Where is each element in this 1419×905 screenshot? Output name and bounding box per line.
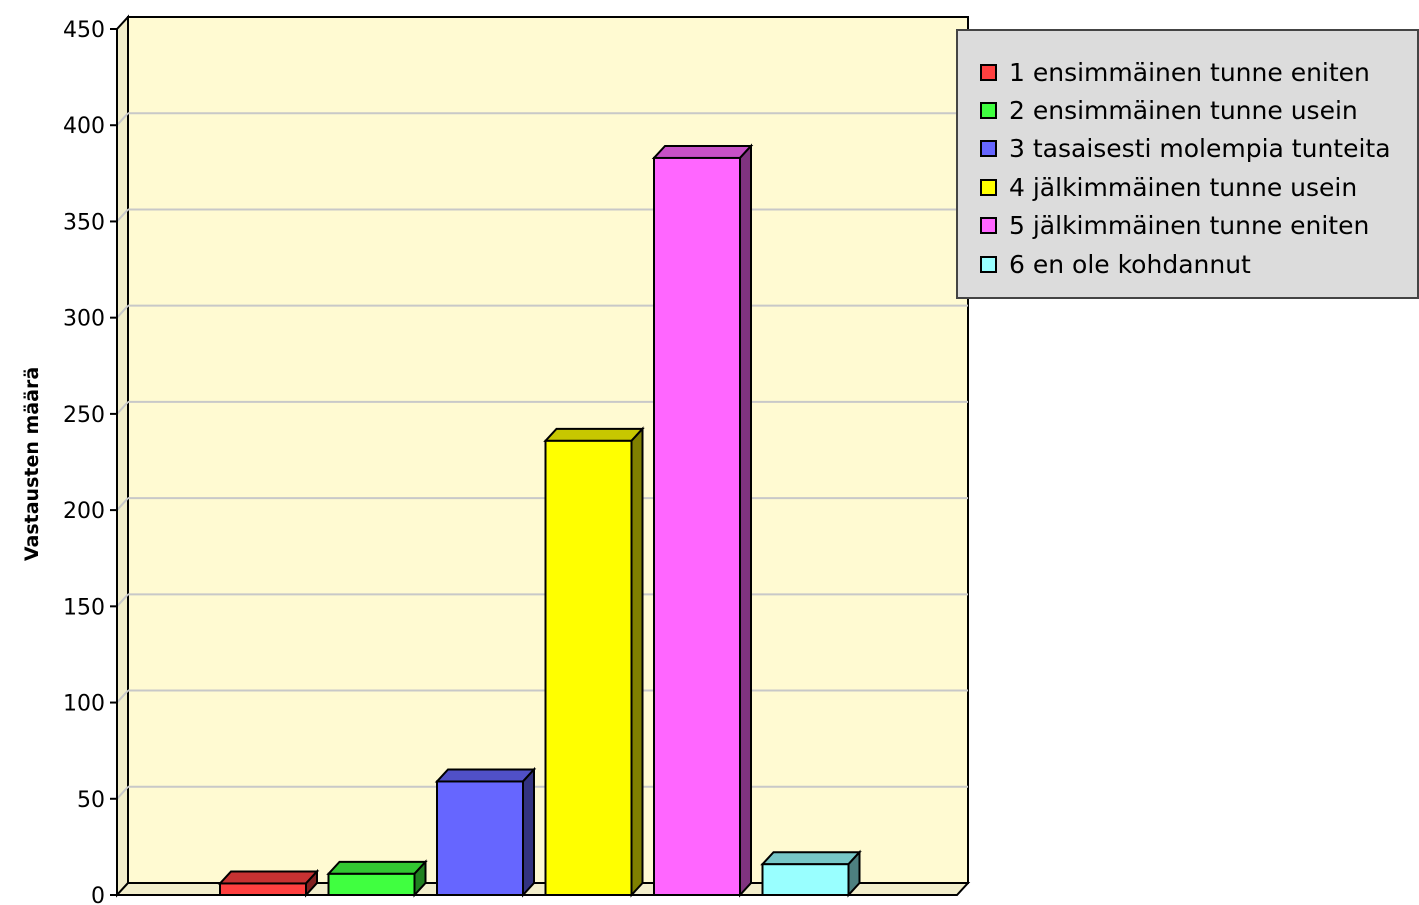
y-tick-label: 250 xyxy=(63,403,105,428)
legend-swatch xyxy=(980,102,997,120)
y-tick-label: 200 xyxy=(63,499,105,524)
y-axis-title: Vastausten määrä xyxy=(21,367,43,561)
legend-swatch xyxy=(980,140,997,158)
bar-side xyxy=(630,426,644,898)
legend-label: 2 ensimmäinen tunne usein xyxy=(1009,96,1358,126)
grid-line-side xyxy=(116,593,129,608)
bar-side xyxy=(739,143,752,898)
legend-label: 4 jälkimmäinen tunne usein xyxy=(1009,172,1358,202)
bar xyxy=(219,882,307,896)
legend-swatch xyxy=(980,217,997,235)
bar-top xyxy=(543,427,645,442)
bar xyxy=(653,156,741,896)
grid-line-side xyxy=(116,304,129,319)
bar-top xyxy=(760,851,862,866)
legend-item: 1 ensimmäinen tunne eniten xyxy=(980,53,1417,91)
legend-swatch xyxy=(980,255,997,273)
bar-top xyxy=(326,860,428,875)
bar-top xyxy=(651,144,754,159)
legend-item: 5 jälkimmäinen tunne eniten xyxy=(980,207,1417,245)
legend: 1 ensimmäinen tunne eniten 2 ensimmäinen … xyxy=(956,29,1419,299)
legend-label: 6 en ole kohdannut xyxy=(1009,249,1251,279)
grid-line-side xyxy=(116,497,129,511)
grid-line-side xyxy=(116,208,129,223)
grid-line-side xyxy=(116,786,129,800)
legend-item: 4 jälkimmäinen tunne usein xyxy=(980,168,1417,206)
bar xyxy=(544,439,633,896)
legend-label: 5 jälkimmäinen tunne eniten xyxy=(1009,211,1370,241)
y-tick-label: 350 xyxy=(63,210,105,235)
bar-top xyxy=(434,768,537,783)
bar xyxy=(761,863,850,896)
grid-line-side xyxy=(116,112,129,126)
grid-line-side xyxy=(116,689,129,704)
y-tick-label: 450 xyxy=(63,18,105,43)
bar xyxy=(436,780,524,896)
legend-item: 2 ensimmäinen tunne usein xyxy=(980,91,1417,129)
y-tick-label: 0 xyxy=(91,884,105,905)
bar xyxy=(327,872,416,897)
bar-top xyxy=(217,870,320,885)
y-tick-label: 400 xyxy=(63,114,105,139)
legend-item: 3 tasaisesti molempia tunteita xyxy=(980,130,1417,168)
legend-label: 1 ensimmäinen tunne eniten xyxy=(1009,57,1370,87)
y-tick-label: 50 xyxy=(77,788,105,813)
legend-label: 3 tasaisesti molempia tunteita xyxy=(1009,134,1391,164)
plot-left-wall xyxy=(116,14,129,898)
grid-line-side xyxy=(116,401,129,415)
legend-item: 6 en ole kohdannut xyxy=(980,245,1417,283)
y-tick-label: 300 xyxy=(63,307,105,332)
bar-side xyxy=(522,766,535,898)
legend-swatch xyxy=(980,63,997,81)
y-tick-label: 100 xyxy=(63,692,105,717)
legend-swatch xyxy=(980,178,997,196)
y-tick-label: 150 xyxy=(63,595,105,620)
